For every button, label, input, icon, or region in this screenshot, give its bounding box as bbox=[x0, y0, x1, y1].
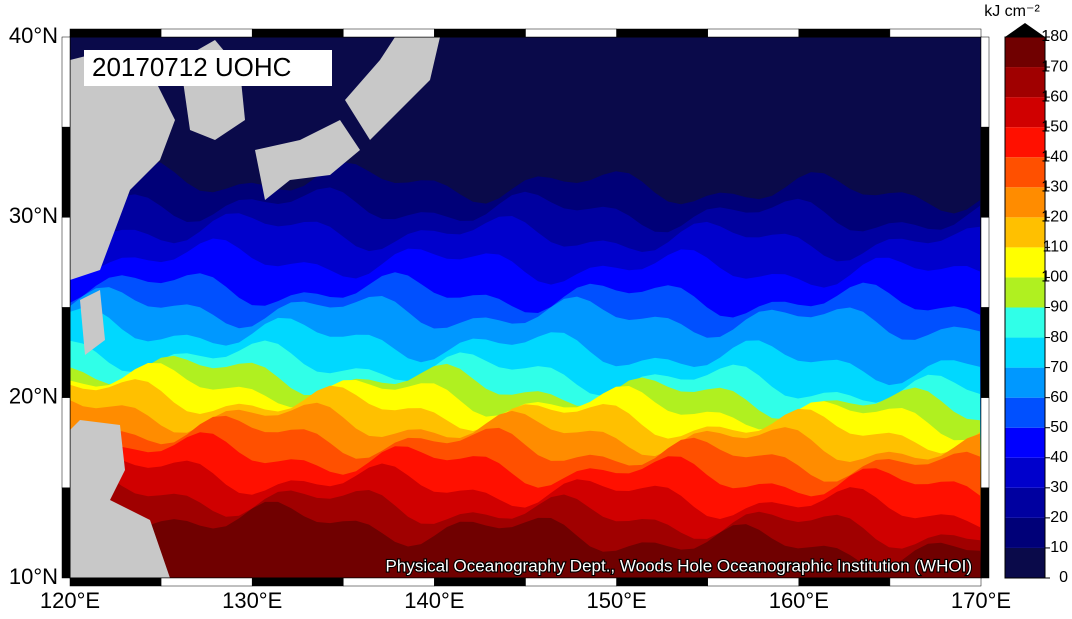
frame-segment bbox=[251, 28, 344, 38]
latitude-label: 40°N bbox=[9, 23, 58, 48]
colorbar-tick-label: 60 bbox=[1050, 389, 1068, 406]
frame-segment bbox=[525, 577, 617, 587]
title-box bbox=[84, 50, 332, 86]
colorbar-tick-label: 160 bbox=[1041, 88, 1068, 105]
longitude-label: 150°E bbox=[587, 588, 647, 613]
frame-segment bbox=[980, 217, 990, 308]
frame-segment bbox=[61, 397, 71, 489]
colorbar-tick-label: 140 bbox=[1041, 148, 1068, 165]
frame-segment bbox=[251, 577, 344, 587]
colorbar-bin bbox=[1005, 37, 1045, 68]
frame-segment bbox=[707, 28, 800, 38]
longitude-label: 120°E bbox=[40, 588, 100, 613]
colorbar-bin bbox=[1005, 127, 1045, 158]
colorbar-bin bbox=[1005, 427, 1045, 458]
latitude-label: 20°N bbox=[9, 383, 58, 408]
frame-segment bbox=[980, 126, 990, 218]
colorbar-bin bbox=[1005, 337, 1045, 368]
colorbar-tick-label: 130 bbox=[1041, 178, 1068, 195]
colorbar-bin bbox=[1005, 277, 1045, 308]
frame-segment bbox=[343, 28, 435, 38]
colorbar-tick-label: 20 bbox=[1050, 509, 1068, 526]
colorbar-bin bbox=[1005, 67, 1045, 98]
colorbar-bin bbox=[1005, 307, 1045, 338]
colorbar-bin bbox=[1005, 367, 1045, 398]
frame-segment bbox=[61, 126, 71, 218]
longitude-label: 170°E bbox=[951, 588, 1011, 613]
frame-segment bbox=[434, 28, 526, 38]
colorbar-tick-label: 180 bbox=[1041, 28, 1068, 45]
frame-segment bbox=[69, 577, 162, 587]
colorbar-bin bbox=[1005, 217, 1045, 248]
colorbar-tick-label: 70 bbox=[1050, 359, 1068, 376]
colorbar-tick-label: 90 bbox=[1050, 299, 1068, 316]
frame-segment bbox=[61, 307, 71, 398]
colorbar-bin bbox=[1005, 247, 1045, 278]
frame-segment bbox=[980, 36, 990, 128]
colorbar-tick-label: 80 bbox=[1050, 329, 1068, 346]
colorbar-tick-label: 100 bbox=[1041, 269, 1068, 286]
colorbar-tick-label: 10 bbox=[1050, 539, 1068, 556]
frame-ticks bbox=[61, 28, 990, 587]
frame-segment bbox=[61, 36, 71, 128]
colorbar: 0 10 20 30 40 50 60 70 80 90 100 110 120 130 140 150 160… bbox=[1004, 23, 1068, 586]
colorbar-tick-label: 150 bbox=[1041, 118, 1068, 135]
field-band bbox=[70, 493, 981, 578]
latitude-label: 30°N bbox=[9, 203, 58, 228]
colorbar-tick-label: 0 bbox=[1059, 569, 1068, 586]
colorbar-unit: kJ cm⁻² bbox=[984, 3, 1040, 20]
colorbar-bin bbox=[1005, 97, 1045, 128]
colorbar-tick-label: 50 bbox=[1050, 419, 1068, 436]
colorbar-tick-label: 40 bbox=[1050, 449, 1068, 466]
frame-segment bbox=[616, 28, 708, 38]
ohc-field bbox=[70, 37, 981, 578]
colorbar-bin bbox=[1005, 517, 1045, 548]
frame-segment bbox=[707, 577, 800, 587]
colorbar-bin bbox=[1005, 157, 1045, 188]
colorbar-bin bbox=[1005, 487, 1045, 518]
frame-segment bbox=[889, 577, 982, 587]
frame-segment bbox=[69, 28, 162, 38]
land bbox=[70, 37, 440, 578]
frame-segment bbox=[616, 577, 708, 587]
frame-segment bbox=[980, 307, 990, 398]
frame-segment bbox=[343, 577, 435, 587]
frame-segment bbox=[61, 217, 71, 308]
frame-segment bbox=[798, 28, 891, 38]
title: 20170712 UOHC bbox=[92, 52, 291, 82]
colorbar-bin bbox=[1005, 547, 1045, 578]
frame-segment bbox=[160, 28, 253, 38]
frame-segment bbox=[525, 28, 617, 38]
longitude-label: 160°E bbox=[769, 588, 829, 613]
longitude-label: 140°E bbox=[404, 588, 464, 613]
colorbar-tick-label: 170 bbox=[1041, 58, 1068, 75]
colorbar-bin bbox=[1005, 457, 1045, 488]
longitude-label: 130°E bbox=[222, 588, 282, 613]
colorbar-extend bbox=[1005, 23, 1045, 37]
frame-segment bbox=[434, 577, 526, 587]
colorbar-tick-label: 120 bbox=[1041, 209, 1068, 226]
colorbar-bin bbox=[1005, 187, 1045, 218]
colorbar-bin bbox=[1005, 397, 1045, 428]
frame-segment bbox=[160, 577, 253, 587]
frame-segment bbox=[980, 397, 990, 489]
frame-segment bbox=[61, 487, 71, 579]
frame-segment bbox=[889, 28, 982, 38]
credit: Physical Oceanography Dept., Woods Hole … bbox=[386, 556, 972, 575]
axis-labels: 10°N 20°N 30°N 40°N 120°E 130°E 140°E 150°E 160°… bbox=[9, 23, 1011, 613]
latitude-label: 10°N bbox=[9, 564, 58, 589]
frame-segment bbox=[798, 577, 891, 587]
colorbar-tick-label: 110 bbox=[1042, 239, 1068, 256]
frame-segment bbox=[980, 487, 990, 579]
colorbar-tick-label: 30 bbox=[1050, 479, 1068, 496]
